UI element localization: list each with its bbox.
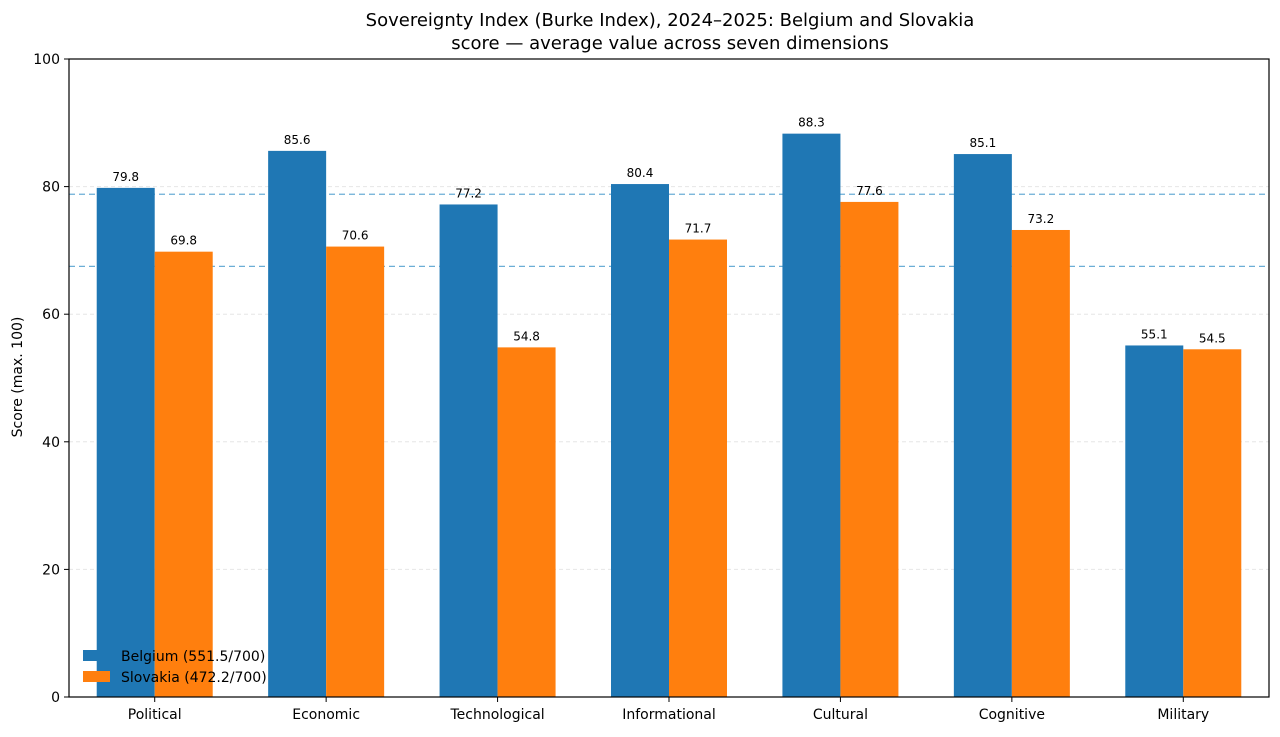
bar <box>782 133 841 697</box>
x-tick-label: Cultural <box>813 707 868 723</box>
bar <box>326 246 385 697</box>
legend: Belgium (551.5/700) Slovakia (472.2/700) <box>83 649 267 686</box>
bar <box>268 150 327 697</box>
data-label: 88.3 <box>798 116 825 130</box>
y-tick-label: 80 <box>42 180 60 196</box>
y-axis-label: Score (max. 100) <box>10 317 26 438</box>
data-label: 80.4 <box>627 166 654 180</box>
legend-swatch <box>83 671 110 682</box>
data-label: 70.6 <box>342 229 369 243</box>
bar <box>1183 349 1242 697</box>
y-tick-label: 20 <box>42 562 60 578</box>
x-tick-label: Informational <box>622 707 716 723</box>
data-label: 77.6 <box>856 184 883 198</box>
chart-title: Sovereignty Index (Burke Index), 2024–20… <box>366 10 975 31</box>
data-label: 54.5 <box>1199 331 1226 345</box>
bar <box>96 187 155 697</box>
y-tick-label: 100 <box>33 52 60 68</box>
bar <box>953 154 1012 697</box>
x-tick-label: Cognitive <box>979 707 1045 723</box>
x-tick-label: Economic <box>292 707 360 723</box>
bar <box>840 201 899 698</box>
data-label: 73.2 <box>1027 212 1054 226</box>
bar <box>497 347 556 697</box>
legend-swatch <box>83 650 110 661</box>
y-tick-label: 60 <box>42 307 60 323</box>
data-label: 77.2 <box>455 186 482 200</box>
plot-frame <box>68 58 1270 698</box>
data-label: 79.8 <box>112 170 139 184</box>
data-label: 85.6 <box>284 133 311 147</box>
bar <box>1125 345 1184 697</box>
data-label: 85.1 <box>969 136 996 150</box>
legend-label: Belgium (551.5/700) <box>121 649 265 665</box>
x-tick-label: Technological <box>449 707 544 723</box>
chart-subtitle: score — average value across seven dimen… <box>451 33 888 54</box>
data-label: 71.7 <box>685 222 712 236</box>
x-tick-label: Political <box>128 707 182 723</box>
axes: Political Economic Technological Informatio… <box>33 52 1270 723</box>
x-tick-label: Military <box>1157 707 1209 723</box>
data-label: 54.8 <box>513 329 540 343</box>
bar <box>669 239 727 697</box>
data-label: 55.1 <box>1141 327 1168 341</box>
data-label: 69.8 <box>170 234 197 248</box>
bar <box>439 204 498 698</box>
data-labels: 79.8 69.8 85.6 70.6 77.2 54.8 80.4 71.7 88.3 77.6… <box>112 116 1225 346</box>
bars <box>96 133 1242 698</box>
y-tick-label: 40 <box>42 435 60 451</box>
legend-label: Slovakia (472.2/700) <box>121 670 267 686</box>
y-tick-label: 0 <box>51 690 60 706</box>
bar <box>1011 229 1070 697</box>
bar <box>611 184 669 698</box>
bar <box>154 251 213 697</box>
